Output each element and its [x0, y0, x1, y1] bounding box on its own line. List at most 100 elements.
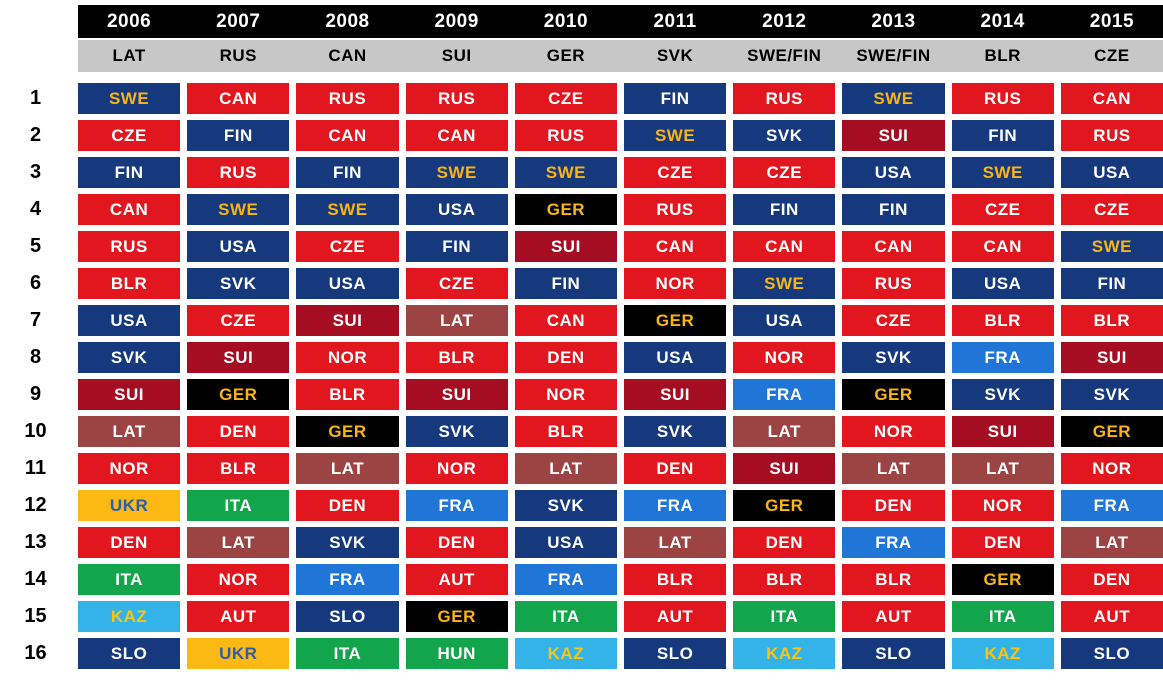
country-cell: LAT [405, 305, 508, 336]
country-cell: SLO [842, 638, 945, 669]
country-cell: ITA [78, 564, 181, 595]
country-cell: CZE [405, 268, 508, 299]
country-cell: CZE [187, 305, 290, 336]
country-cell: LAT [842, 453, 945, 484]
country-cell: FRA [1060, 490, 1163, 521]
country-cell: DEN [951, 527, 1054, 558]
country-cell: SVK [405, 416, 508, 447]
country-cell: DEN [1060, 564, 1163, 595]
country-cell: HUN [405, 638, 508, 669]
country-cell: BLR [1060, 305, 1163, 336]
host-label: LAT [112, 46, 146, 65]
country-cell: UKR [187, 638, 290, 669]
country-cell: SLO [78, 638, 181, 669]
country-cell: FRA [951, 342, 1054, 373]
country-cell: SWE [842, 83, 945, 114]
rank-label: 2 [29, 124, 42, 146]
rank-label: 16 [24, 642, 47, 664]
rank-label: 9 [29, 383, 42, 405]
country-cell: AUT [1060, 601, 1163, 632]
country-cell: CAN [187, 83, 290, 114]
country-cell: USA [842, 157, 945, 188]
country-cell: LAT [78, 416, 181, 447]
country-cell: SWE [733, 268, 836, 299]
country-cell: NOR [405, 453, 508, 484]
country-cell: FIN [187, 120, 290, 151]
country-cell: SUI [187, 342, 290, 373]
country-cell: NOR [514, 379, 617, 410]
country-cell: USA [733, 305, 836, 336]
host-label: GER [546, 46, 586, 65]
country-cell: SVK [623, 416, 727, 447]
rank-label: 8 [29, 346, 42, 368]
country-cell: ITA [187, 490, 290, 521]
country-cell: GER [842, 379, 945, 410]
rank-label: 7 [29, 309, 42, 331]
country-cell: SWE [514, 157, 617, 188]
country-cell: CAN [405, 120, 508, 151]
rank-label: 6 [29, 272, 42, 294]
country-cell: CAN [842, 231, 945, 262]
country-cell: SUI [78, 379, 181, 410]
country-cell: RUS [296, 83, 399, 114]
rank-label: 15 [24, 605, 47, 627]
country-cell: SVK [842, 342, 945, 373]
country-cell: LAT [514, 453, 617, 484]
country-cell: RUS [514, 120, 617, 151]
country-cell: GER [951, 564, 1054, 595]
country-cell: SVK [296, 527, 399, 558]
country-cell: SVK [187, 268, 290, 299]
rank-label: 14 [24, 568, 47, 590]
country-cell: USA [951, 268, 1054, 299]
country-cell: AUT [405, 564, 508, 595]
country-cell: USA [187, 231, 290, 262]
country-cell: RUS [187, 157, 290, 188]
country-cell: SWE [296, 194, 399, 225]
country-cell: USA [1060, 157, 1163, 188]
country-cell: SWE [187, 194, 290, 225]
rank-label: 10 [24, 420, 47, 442]
country-cell: SWE [78, 83, 181, 114]
country-cell: GER [733, 490, 836, 521]
country-cell: AUT [187, 601, 290, 632]
host-label: SVK [656, 46, 694, 65]
country-cell: LAT [623, 527, 727, 558]
country-cell: FIN [733, 194, 836, 225]
rank-label: 12 [24, 494, 47, 516]
country-cell: FRA [733, 379, 836, 410]
country-cell: NOR [951, 490, 1054, 521]
country-cell: GER [296, 416, 399, 447]
country-cell: USA [405, 194, 508, 225]
host-label: BLR [984, 46, 1021, 65]
country-cell: FRA [296, 564, 399, 595]
country-cell: RUS [623, 194, 727, 225]
country-cell: FIN [78, 157, 181, 188]
host-label: SUI [441, 46, 472, 65]
country-cell: NOR [1060, 453, 1163, 484]
country-cell: SWE [951, 157, 1054, 188]
country-cell: KAZ [951, 638, 1054, 669]
rank-label: 13 [24, 531, 47, 553]
country-cell: DEN [842, 490, 945, 521]
country-cell: DEN [78, 527, 181, 558]
country-cell: NOR [733, 342, 836, 373]
country-cell: RUS [1060, 120, 1163, 151]
country-cell: USA [296, 268, 399, 299]
country-cell: SWE [1060, 231, 1163, 262]
country-cell: CZE [623, 157, 727, 188]
country-cell: GER [514, 194, 617, 225]
country-cell: USA [514, 527, 617, 558]
country-cell: FRA [623, 490, 727, 521]
country-cell: NOR [623, 268, 727, 299]
year-label: 2015 [1089, 10, 1135, 32]
country-cell: LAT [187, 527, 290, 558]
country-cell: UKR [78, 490, 181, 521]
country-cell: GER [187, 379, 290, 410]
country-cell: ITA [296, 638, 399, 669]
country-cell: DEN [296, 490, 399, 521]
country-cell: LAT [733, 416, 836, 447]
country-cell: SUI [842, 120, 945, 151]
country-cell: BLR [78, 268, 181, 299]
rank-label: 4 [29, 198, 42, 220]
country-cell: RUS [405, 83, 508, 114]
